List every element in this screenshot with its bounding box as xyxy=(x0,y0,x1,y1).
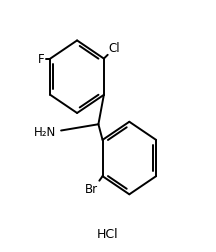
Text: Br: Br xyxy=(85,182,98,195)
Text: HCl: HCl xyxy=(97,227,119,240)
Text: Cl: Cl xyxy=(109,41,120,54)
Text: F: F xyxy=(38,53,45,66)
Text: H₂N: H₂N xyxy=(33,126,56,139)
